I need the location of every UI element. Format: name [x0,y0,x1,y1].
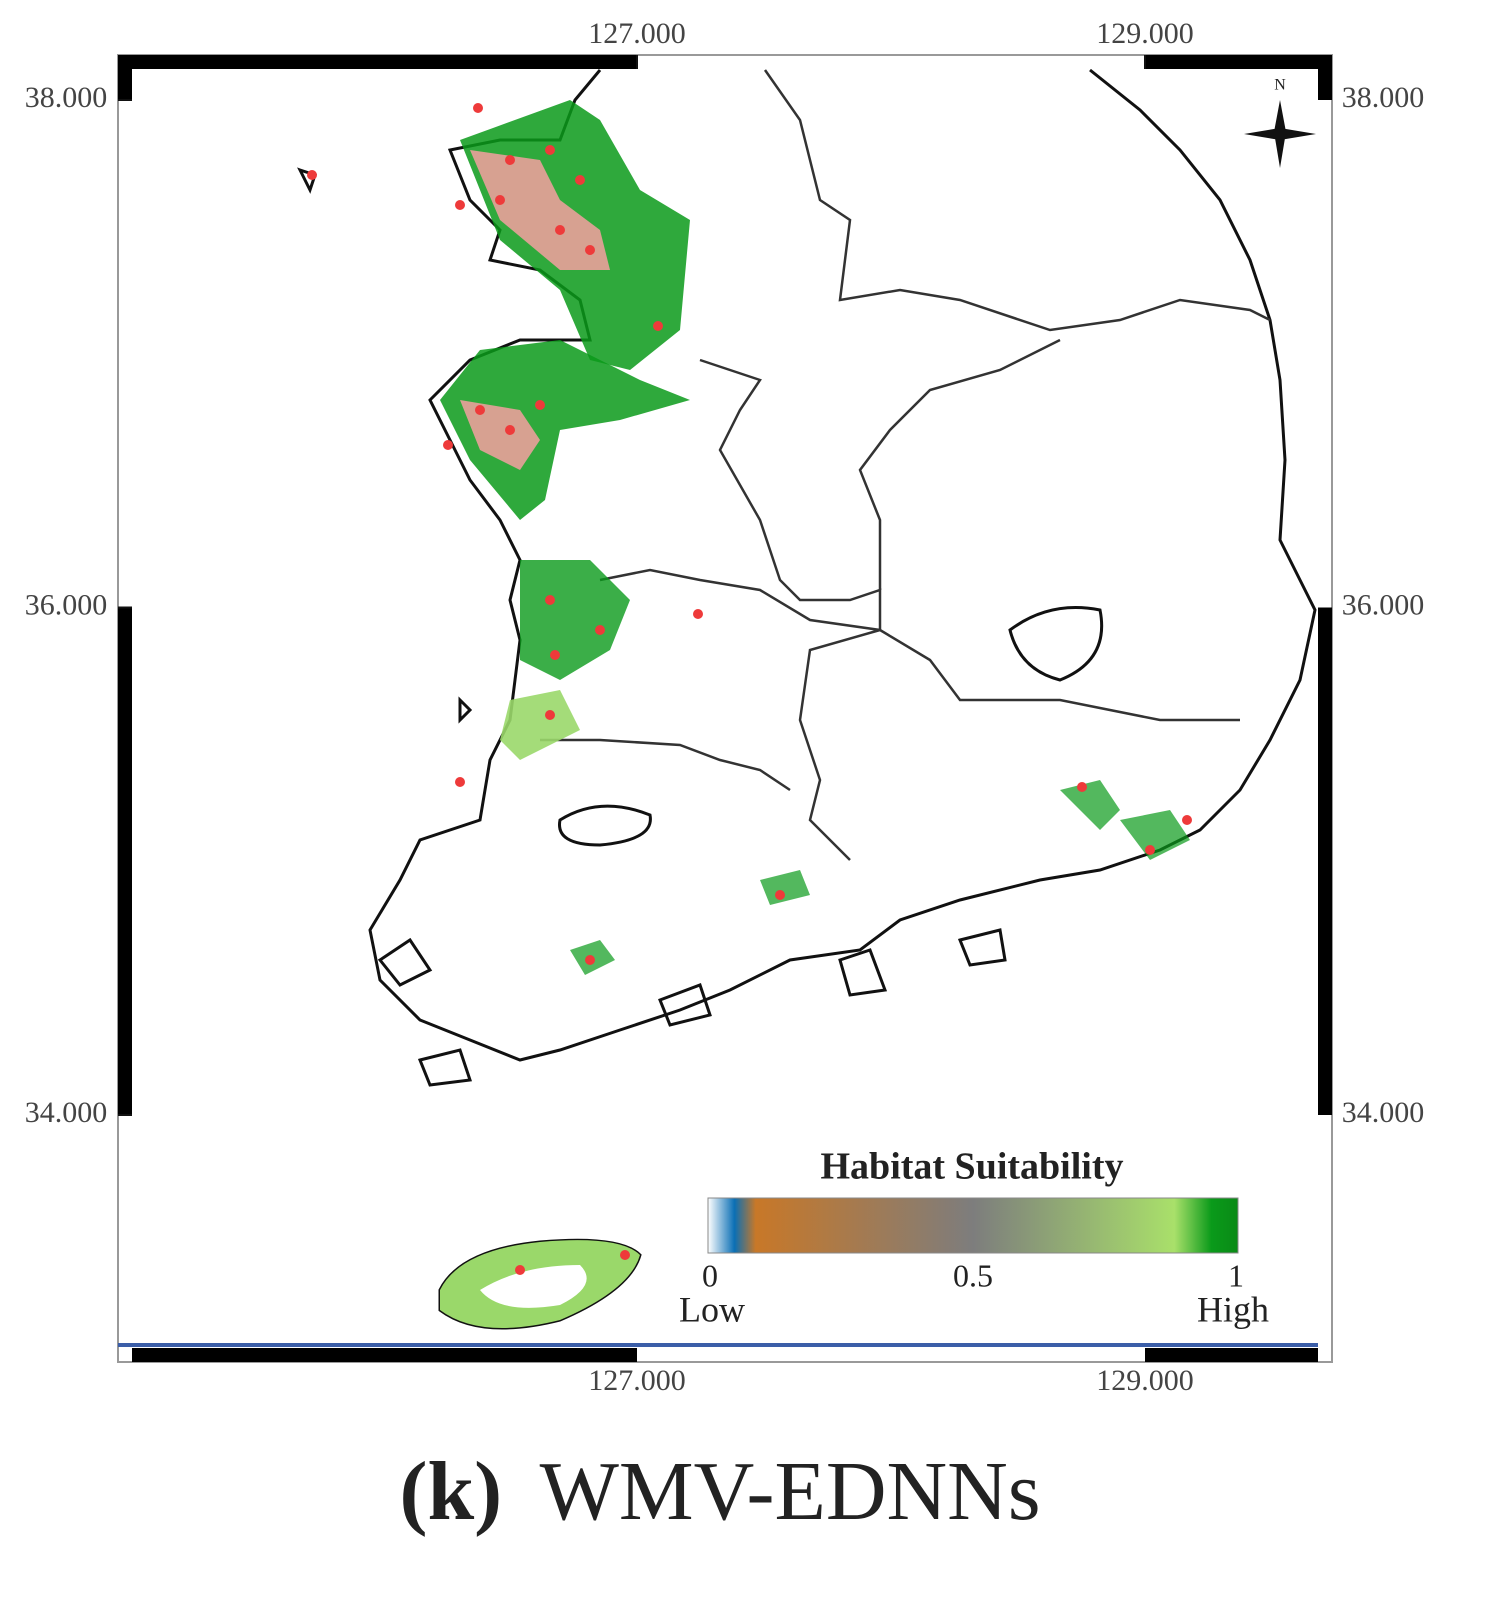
legend-high: High [1197,1289,1269,1329]
map-frame [117,54,1333,1363]
legend-ticks: 0 0.5 1 [702,1257,1244,1293]
caption-text: WMV-EDNNs [540,1445,1041,1538]
lat-tick-label: 34.000 [1342,1096,1425,1129]
lat-tick-label: 34.000 [25,1096,108,1129]
lat-tick-label: 36.000 [1342,588,1425,621]
frame-bar [1318,607,1332,1115]
coastline [297,68,1317,1330]
lat-tick-label: 38.000 [1342,81,1425,114]
legend-tick-label: 0 [702,1257,718,1293]
frame-bar [132,1348,637,1362]
frame-bars [118,55,1332,1362]
frame-bar [1145,55,1318,69]
lat-tick-label: 36.000 [25,588,108,621]
caption: (k) WMV-EDNNs [399,1445,1040,1538]
legend-tick-label: 0.5 [953,1257,993,1293]
suitability-patches [440,100,1190,1328]
legend-title: Habitat Suitability [821,1146,1124,1188]
legend-low: Low [679,1289,745,1329]
caption-label: (k) [399,1445,502,1538]
legend: Habitat Suitability 0 0.5 1 Low High [679,1146,1269,1330]
province-boundaries [540,69,1271,861]
frame-bar [1318,55,1332,100]
frame-bar [1145,1348,1318,1362]
lon-tick-label: 129.000 [1096,1364,1194,1397]
lon-tick-label: 129.000 [1096,17,1194,50]
legend-tick-label: 1 [1228,1257,1244,1293]
lat-tick-label: 38.000 [25,81,108,114]
legend-gradient [707,1197,1239,1254]
frame-bar [132,55,637,69]
north-arrow: N [1244,77,1316,168]
frame-bar [118,55,132,100]
lon-tick-label: 127.000 [588,1364,686,1397]
coordinate-ticks: 127.000 127.000 129.000 129.000 38.000 38.000… [25,17,1425,1397]
occurrence-points [307,103,1192,1275]
north-label: N [1274,77,1286,94]
lon-tick-label: 127.000 [588,17,686,50]
frame-bar [118,607,132,1115]
